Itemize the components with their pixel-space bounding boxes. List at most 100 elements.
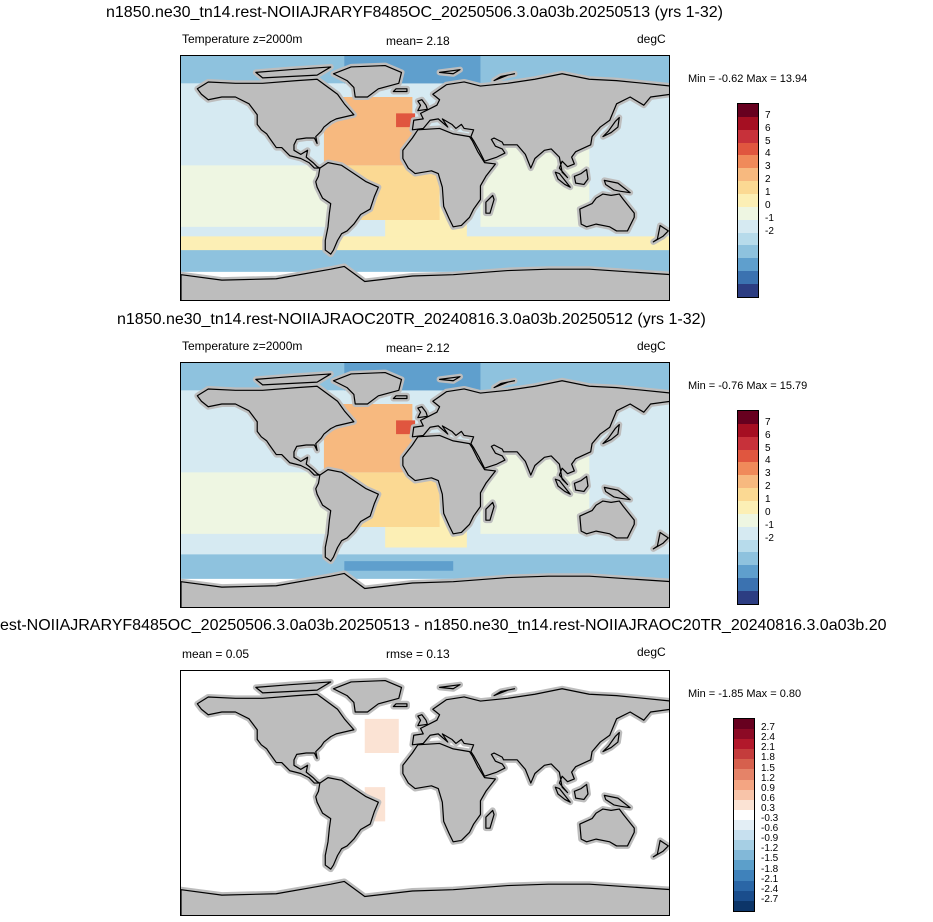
coastline bbox=[439, 684, 461, 690]
colorbar-segment bbox=[738, 284, 758, 297]
colorbar-segment bbox=[734, 830, 754, 841]
coastline bbox=[255, 66, 332, 79]
coastline bbox=[196, 693, 355, 784]
colorbar-segment bbox=[738, 116, 758, 130]
colorbar-tick-label: -1 bbox=[765, 519, 774, 531]
colorbar-tick-label: 0 bbox=[765, 506, 771, 518]
coastline bbox=[332, 371, 403, 405]
colorbar-segment bbox=[738, 258, 758, 272]
colorbar-tick-label: -0.3 bbox=[761, 813, 779, 825]
coastline bbox=[485, 809, 495, 829]
panel3-mean-label: mean = 0.05 bbox=[182, 647, 250, 661]
coastline bbox=[579, 193, 635, 232]
colorbar-segment bbox=[734, 840, 754, 851]
colorbar-tick-label: 6 bbox=[765, 122, 771, 134]
coastline bbox=[402, 127, 497, 228]
colorbar-segment bbox=[738, 501, 758, 514]
coastline bbox=[554, 478, 571, 495]
coastline bbox=[573, 783, 589, 801]
panel3-rmse-label: rmse = 0.13 bbox=[386, 647, 450, 661]
coastline bbox=[181, 572, 669, 607]
colorbar-tick-label: 2 bbox=[765, 174, 771, 186]
colorbar-segment bbox=[738, 168, 758, 182]
coastline bbox=[196, 78, 355, 169]
colorbar-segment bbox=[738, 539, 758, 553]
coastline bbox=[392, 88, 408, 93]
colorbar-tick-label: 1.2 bbox=[761, 772, 775, 784]
colorbar-tick-label: -1.2 bbox=[761, 843, 779, 855]
colorbar-segment bbox=[738, 206, 758, 220]
coastline bbox=[255, 681, 332, 694]
coastline bbox=[603, 486, 631, 501]
colorbar-segment bbox=[734, 739, 754, 750]
colorbar-box bbox=[733, 718, 755, 912]
colorbar-box bbox=[737, 410, 759, 605]
coastline bbox=[493, 380, 516, 389]
coastline bbox=[493, 73, 516, 82]
colorbar-tick-label: 7 bbox=[765, 109, 771, 121]
colorbar-segment bbox=[738, 129, 758, 143]
colorbar-tick-label: 6 bbox=[765, 429, 771, 441]
coastline bbox=[411, 688, 669, 794]
coastline bbox=[579, 500, 635, 539]
coastline bbox=[493, 688, 516, 697]
colorbar-tick-label: 5 bbox=[765, 135, 771, 147]
coastline bbox=[652, 839, 669, 858]
colorbar-segment bbox=[734, 799, 754, 810]
coastline bbox=[417, 99, 428, 112]
coastline bbox=[573, 168, 589, 186]
colorbar-segment bbox=[734, 880, 754, 891]
colorbar-tick-label: -1.5 bbox=[761, 853, 779, 865]
colorbar-segment bbox=[738, 271, 758, 285]
colorbar-tick-label: 0 bbox=[765, 199, 771, 211]
coastline bbox=[602, 116, 620, 138]
colorbar-tick-label: 0.9 bbox=[761, 782, 775, 794]
panel2-variable-label: Temperature z=2000m bbox=[182, 339, 303, 353]
coastline bbox=[554, 786, 571, 803]
coastline bbox=[392, 703, 408, 708]
coastline bbox=[603, 179, 631, 194]
colorbar-segment bbox=[734, 789, 754, 800]
coastline bbox=[332, 64, 403, 98]
coastline bbox=[196, 385, 355, 476]
colorbar-segment bbox=[738, 565, 758, 579]
colorbar-segment bbox=[738, 245, 758, 259]
colorbar-segment bbox=[738, 475, 758, 489]
colorbar-segment bbox=[738, 449, 758, 463]
panel2-minmax: Min = -0.76 Max = 15.79 bbox=[688, 380, 808, 392]
panel1-title: n1850.ne30_tn14.rest-NOIIAJRARYF8485OC_2… bbox=[106, 4, 724, 21]
coastline bbox=[554, 171, 571, 188]
ocean-value-region bbox=[364, 718, 399, 753]
coastline bbox=[255, 373, 332, 386]
colorbar-segment bbox=[738, 488, 758, 502]
panel2-units-label: degC bbox=[637, 339, 666, 353]
coastline bbox=[439, 376, 461, 382]
colorbar-tick-label: 1 bbox=[765, 494, 771, 506]
colorbar-tick-label: 3 bbox=[765, 161, 771, 173]
colorbar-segment bbox=[738, 423, 758, 437]
colorbar-segment bbox=[734, 900, 754, 911]
world-map bbox=[181, 671, 669, 915]
colorbar-segment bbox=[734, 870, 754, 881]
colorbar-tick-label: 2.1 bbox=[761, 742, 775, 754]
colorbar-segment bbox=[738, 411, 758, 424]
coastline bbox=[392, 395, 408, 400]
coastline bbox=[402, 434, 497, 535]
world-map bbox=[181, 56, 669, 300]
panel3-map bbox=[180, 670, 670, 916]
coastline bbox=[417, 406, 428, 419]
ocean-value-region bbox=[181, 236, 669, 255]
colorbar-tick-label: -2.1 bbox=[761, 873, 779, 885]
coastline bbox=[315, 161, 379, 255]
coastline bbox=[573, 475, 589, 493]
coastline bbox=[181, 880, 669, 915]
panel1-variable-label: Temperature z=2000m bbox=[182, 32, 303, 46]
colorbar-segment bbox=[734, 860, 754, 871]
coastline bbox=[417, 714, 428, 727]
panel1-mean-label: mean= 2.18 bbox=[386, 34, 450, 48]
panel3-minmax: Min = -1.85 Max = 0.80 bbox=[688, 688, 802, 700]
colorbar-segment bbox=[738, 552, 758, 566]
colorbar-tick-label: 0.6 bbox=[761, 792, 775, 804]
panel3-units-label: degC bbox=[637, 645, 666, 659]
colorbar-tick-label: 2.7 bbox=[761, 722, 775, 734]
